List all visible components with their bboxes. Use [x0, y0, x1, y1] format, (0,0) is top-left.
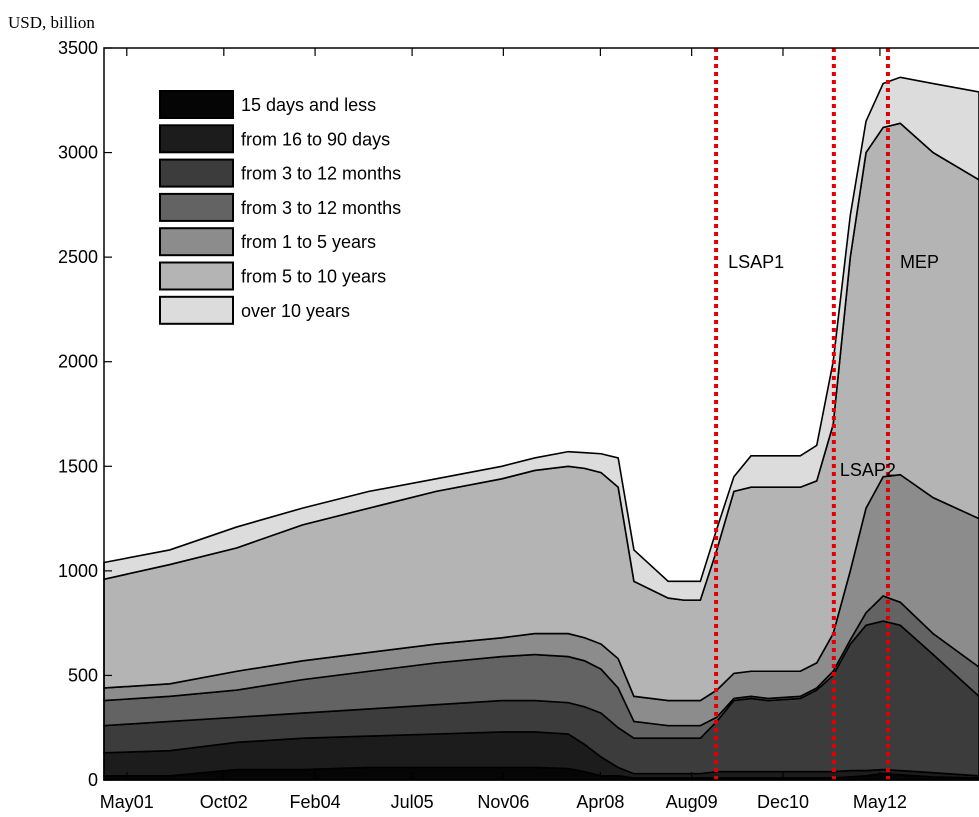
legend-swatch: [159, 227, 234, 257]
area: [103, 76, 979, 601]
legend-label: from 1 to 5 years: [241, 232, 376, 252]
y-tick-label: 3000: [58, 143, 98, 163]
x-tick-label: Feb04: [290, 792, 341, 812]
x-tick-label: Dec10: [757, 792, 809, 812]
x-tick-label: Oct02: [200, 792, 248, 812]
legend-label: 15 days and less: [241, 95, 376, 115]
legend-swatch: [159, 124, 234, 154]
y-axis-label: USD, billion: [8, 13, 95, 32]
y-tick-label: 500: [68, 665, 98, 685]
legend-label: from 16 to 90 days: [241, 129, 390, 149]
legend-label: from 3 to 12 months: [241, 164, 401, 184]
legend-swatch: [159, 295, 234, 325]
y-tick-label: 3500: [58, 38, 98, 58]
y-tick-label: 2500: [58, 247, 98, 267]
x-tick-label: Aug09: [666, 792, 718, 812]
legend-swatch: [159, 261, 234, 291]
legend-label: from 5 to 10 years: [241, 267, 386, 287]
x-tick-label: Apr08: [576, 792, 624, 812]
event-label: LSAP2: [840, 460, 896, 480]
axis-frame: [103, 47, 979, 781]
y-tick-label: 0: [88, 770, 98, 790]
x-tick-label: Nov06: [477, 792, 529, 812]
x-tick-label: Jul05: [391, 792, 434, 812]
event-label: MEP: [900, 252, 939, 272]
y-tick-label: 2000: [58, 352, 98, 372]
legend-label: from 3 to 12 months: [241, 198, 401, 218]
y-tick-label: 1500: [58, 456, 98, 476]
legend-swatch: [159, 90, 234, 119]
event-label: LSAP1: [728, 252, 784, 272]
legend-label: over 10 years: [241, 301, 350, 321]
legend-swatch: [159, 192, 234, 222]
x-tick-label: May01: [100, 792, 154, 812]
legend-swatch: [159, 158, 234, 188]
x-tick-label: May12: [853, 792, 907, 812]
y-tick-label: 1000: [58, 561, 98, 581]
